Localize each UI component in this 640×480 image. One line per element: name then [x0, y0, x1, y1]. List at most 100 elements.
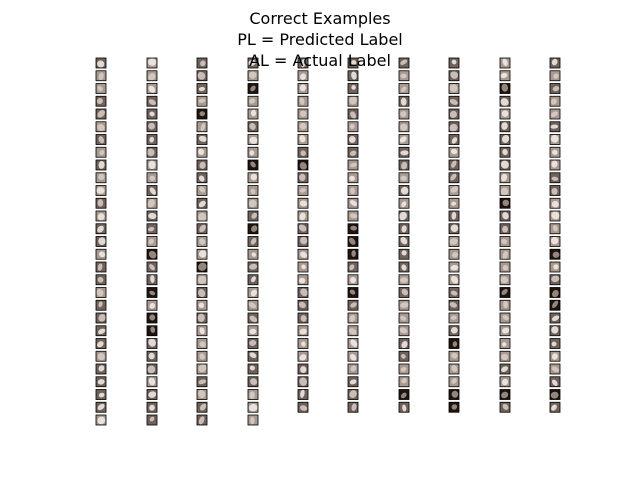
example-thumbnail [297, 95, 309, 107]
example-thumbnail [499, 299, 511, 311]
example-thumbnail [549, 185, 561, 196]
example-thumbnail [95, 414, 107, 426]
example-thumbnail [549, 146, 561, 158]
example-thumbnail [196, 159, 208, 171]
example-thumbnail [549, 210, 561, 222]
example-thumbnail [247, 223, 259, 235]
example-thumbnail [549, 287, 561, 298]
example-thumbnail [549, 299, 561, 311]
example-thumbnail [347, 134, 359, 145]
example-thumbnail [499, 338, 511, 349]
example-thumbnail [347, 401, 359, 413]
example-thumbnail [247, 185, 259, 196]
example-thumbnail [347, 274, 359, 286]
example-thumbnail [448, 108, 460, 120]
example-thumbnail [95, 108, 107, 120]
example-thumbnail [347, 172, 359, 184]
example-thumbnail [448, 287, 460, 298]
example-thumbnail [347, 197, 359, 209]
example-thumbnail [196, 134, 208, 145]
example-thumbnail [146, 261, 158, 273]
example-thumbnail [448, 197, 460, 209]
example-thumbnail [549, 389, 561, 400]
example-thumbnail [95, 274, 107, 286]
example-thumbnail [347, 248, 359, 260]
example-thumbnail [146, 376, 158, 388]
example-thumbnail [196, 414, 208, 426]
example-thumbnail [347, 261, 359, 273]
example-thumbnail [448, 146, 460, 158]
example-thumbnail [196, 325, 208, 337]
example-thumbnail [297, 299, 309, 311]
example-thumbnail [196, 350, 208, 362]
example-thumbnail [499, 185, 511, 196]
example-thumbnail [146, 287, 158, 298]
example-thumbnail [247, 236, 259, 247]
example-thumbnail [398, 210, 410, 222]
example-thumbnail [247, 261, 259, 273]
example-thumbnail [146, 414, 158, 426]
example-thumbnail [247, 159, 259, 171]
example-thumbnail [448, 248, 460, 260]
example-thumbnail [549, 274, 561, 286]
example-thumbnail [549, 159, 561, 171]
example-thumbnail [549, 95, 561, 107]
example-thumbnail [347, 363, 359, 375]
example-thumbnail [499, 325, 511, 337]
example-thumbnail [95, 210, 107, 222]
example-thumbnail [398, 70, 410, 82]
example-thumbnail [499, 236, 511, 247]
example-thumbnail [499, 274, 511, 286]
example-thumbnail [95, 223, 107, 235]
example-thumbnail [347, 325, 359, 337]
example-thumbnail [196, 274, 208, 286]
example-thumbnail [297, 248, 309, 260]
example-thumbnail [347, 121, 359, 133]
example-thumbnail [95, 363, 107, 375]
figure-title-line-2: PL = Predicted Label [237, 30, 403, 49]
example-thumbnail [398, 172, 410, 184]
example-thumbnail [398, 223, 410, 235]
example-thumbnail [347, 108, 359, 120]
example-thumbnail [247, 210, 259, 222]
example-thumbnail [499, 389, 511, 400]
example-thumbnail [448, 299, 460, 311]
example-thumbnail [297, 197, 309, 209]
example-thumbnail [196, 146, 208, 158]
example-thumbnail [549, 83, 561, 94]
example-thumbnail [297, 121, 309, 133]
example-thumbnail [196, 401, 208, 413]
example-thumbnail [499, 261, 511, 273]
example-thumbnail [297, 210, 309, 222]
example-thumbnail [398, 363, 410, 375]
example-thumbnail [247, 363, 259, 375]
example-thumbnail [398, 274, 410, 286]
example-thumbnail [247, 134, 259, 145]
example-thumbnail [499, 376, 511, 388]
example-thumbnail [297, 376, 309, 388]
example-thumbnail [297, 146, 309, 158]
example-thumbnail [398, 146, 410, 158]
example-thumbnail [95, 261, 107, 273]
example-thumbnail [247, 287, 259, 298]
example-thumbnail [196, 121, 208, 133]
example-thumbnail [398, 57, 410, 69]
example-thumbnail [297, 159, 309, 171]
example-thumbnail [448, 274, 460, 286]
example-thumbnail [146, 197, 158, 209]
example-thumbnail [196, 376, 208, 388]
example-thumbnail [398, 261, 410, 273]
example-thumbnail [95, 299, 107, 311]
example-thumbnail [95, 401, 107, 413]
example-thumbnail [448, 338, 460, 349]
example-thumbnail [549, 401, 561, 413]
example-thumbnail [448, 350, 460, 362]
example-thumbnail [448, 172, 460, 184]
example-thumbnail [549, 236, 561, 247]
example-thumbnail [247, 376, 259, 388]
example-thumbnail [95, 248, 107, 260]
example-thumbnail [549, 338, 561, 349]
example-thumbnail [196, 197, 208, 209]
example-thumbnail [196, 299, 208, 311]
example-thumbnail [146, 389, 158, 400]
